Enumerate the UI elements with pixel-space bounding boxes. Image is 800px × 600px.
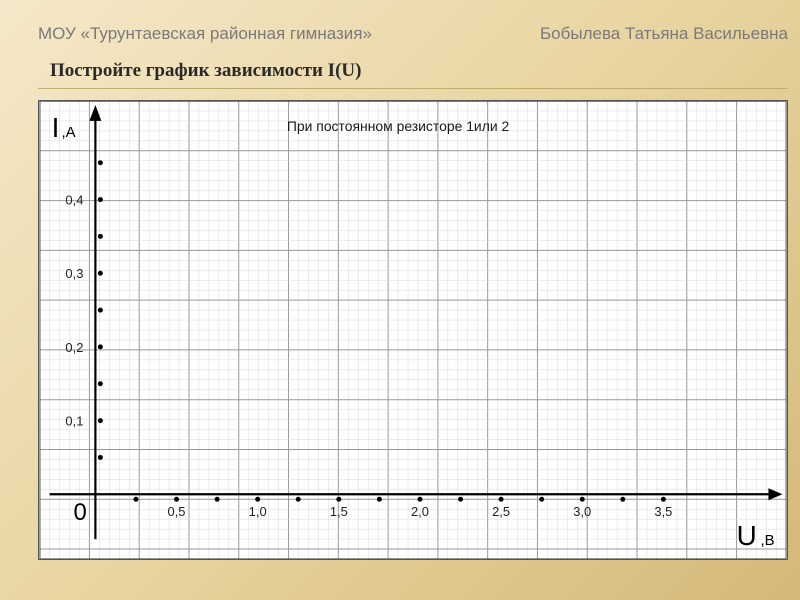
chart-svg: 0,5 1,0 1,5 2,0 2,5 3,0 3,5 0,1 0,2 0,3 0,4 0 I,А U,В… <box>39 101 787 559</box>
divider <box>38 88 788 89</box>
svg-text:0: 0 <box>73 499 86 526</box>
svg-text:3,0: 3,0 <box>573 504 591 519</box>
slide-container: { "header": { "school": "МОУ «Турунтаевс… <box>0 0 800 600</box>
svg-text:,А: ,А <box>62 124 76 141</box>
svg-text:0,4: 0,4 <box>65 193 83 208</box>
svg-text:0,5: 0,5 <box>168 504 186 519</box>
task-title: Постройте график зависимости I(U) <box>50 60 361 82</box>
svg-text:0,3: 0,3 <box>65 266 83 281</box>
school-name: МОУ «Турунтаевская районная гимназия» <box>38 24 372 44</box>
svg-text:I: I <box>52 112 60 143</box>
svg-text:1,5: 1,5 <box>330 504 348 519</box>
svg-text:1,0: 1,0 <box>249 504 267 519</box>
svg-text:0,1: 0,1 <box>65 414 83 429</box>
svg-text:2,0: 2,0 <box>411 504 429 519</box>
svg-text:При постоянном резисторе 1или: При постоянном резисторе 1или 2 <box>287 118 510 134</box>
chart-container: 0,5 1,0 1,5 2,0 2,5 3,0 3,5 0,1 0,2 0,3 0,4 0 I,А U,В… <box>38 100 788 560</box>
svg-text:2,5: 2,5 <box>492 504 510 519</box>
header-bar: МОУ «Турунтаевская районная гимназия» Бо… <box>38 24 788 44</box>
svg-text:3,5: 3,5 <box>654 504 672 519</box>
svg-text:,В: ,В <box>760 532 774 549</box>
teacher-name: Бобылева Татьяна Васильевна <box>540 24 788 44</box>
svg-text:0,2: 0,2 <box>65 340 83 355</box>
svg-text:U: U <box>737 520 757 551</box>
